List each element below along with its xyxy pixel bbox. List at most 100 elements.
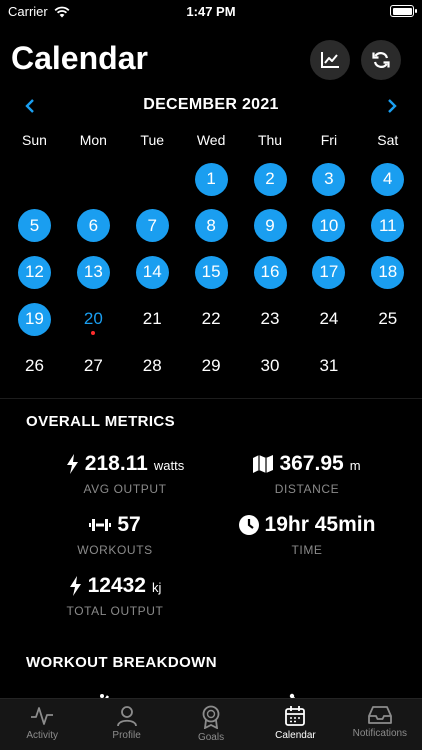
calendar-day[interactable]: 12	[5, 249, 64, 296]
tab-calendar[interactable]: Calendar	[253, 699, 337, 750]
calendar-day[interactable]: 4	[358, 156, 417, 203]
wifi-icon	[54, 6, 70, 17]
tab-label: Activity	[26, 730, 59, 741]
calendar-empty-cell	[5, 156, 64, 203]
day-number: 15	[194, 255, 228, 289]
workouts-value: 57	[117, 513, 141, 536]
day-number: 12	[17, 255, 51, 289]
chart-button[interactable]	[310, 40, 350, 80]
day-number: 13	[76, 255, 110, 289]
overall-metrics-title: OVERALL METRICS	[26, 413, 176, 430]
today-indicator-dot	[91, 331, 96, 336]
calendar-day[interactable]: 17	[299, 249, 358, 296]
calendar-day[interactable]: 29	[182, 342, 241, 389]
day-number: 8	[194, 209, 228, 243]
month-navigation: DECEMBER 2021	[0, 92, 422, 120]
weekday-label: Tue	[140, 132, 165, 148]
day-number: 26	[24, 355, 44, 375]
day-number: 22	[201, 309, 221, 329]
day-number: 7	[135, 209, 169, 243]
calendar-day[interactable]: 15	[182, 249, 241, 296]
day-number: 16	[253, 255, 287, 289]
month-label: DECEMBER 2021	[143, 96, 279, 113]
calendar-day[interactable]: 3	[299, 156, 358, 203]
calendar-day[interactable]: 19	[5, 296, 64, 343]
distance-unit: m	[349, 458, 361, 473]
status-time: 1:47 PM	[186, 4, 236, 19]
workout-breakdown-title: WORKOUT BREAKDOWN	[26, 654, 217, 671]
weekday-label: Sat	[377, 132, 399, 148]
day-number: 23	[260, 309, 280, 329]
calendar-day[interactable]: 26	[5, 342, 64, 389]
calendar-day[interactable]: 2	[241, 156, 300, 203]
tab-profile[interactable]: Profile	[84, 699, 168, 750]
calendar-day[interactable]: 6	[64, 203, 123, 250]
battery-icon	[390, 5, 417, 17]
day-number: 21	[142, 309, 162, 329]
calendar-day[interactable]: 8	[182, 203, 241, 250]
carrier-info: Carrier	[8, 4, 70, 19]
time-metric: 19hr 45min TIME	[222, 513, 392, 557]
dumbbell-icon	[89, 519, 112, 531]
calendar-empty-cell	[123, 156, 182, 203]
tab-activity[interactable]: Activity	[0, 699, 84, 750]
tab-label: Profile	[112, 730, 141, 741]
weekday-label: Wed	[196, 132, 226, 148]
weekday-label: Fri	[320, 132, 338, 148]
calendar-day[interactable]: 11	[358, 203, 417, 250]
calendar-day[interactable]: 23	[241, 296, 300, 343]
calendar-day[interactable]: 10	[299, 203, 358, 250]
carrier-label: Carrier	[8, 4, 48, 19]
day-number: 28	[142, 355, 162, 375]
day-number: 6	[76, 209, 110, 243]
calendar-day[interactable]: 13	[64, 249, 123, 296]
calendar-day[interactable]: 22	[182, 296, 241, 343]
day-number: 19	[17, 302, 51, 336]
total-output-metric: 12432 kj TOTAL OUTPUT	[40, 574, 190, 618]
tab-label: Calendar	[275, 730, 316, 741]
tab-goals[interactable]: Goals	[169, 699, 253, 750]
workouts-metric: 57 WORKOUTS	[40, 513, 190, 557]
previous-month-button[interactable]	[16, 92, 44, 120]
calendar-day[interactable]: 18	[358, 249, 417, 296]
calendar-day[interactable]: 28	[123, 342, 182, 389]
calendar-day[interactable]: 1	[182, 156, 241, 203]
calendar-day[interactable]: 30	[241, 342, 300, 389]
award-icon	[202, 705, 220, 729]
day-number: 31	[319, 355, 339, 375]
distance-value: 367.95	[279, 452, 344, 475]
total-output-unit: kj	[152, 580, 162, 595]
refresh-button[interactable]	[361, 40, 401, 80]
tab-notifications[interactable]: Notifications	[338, 699, 422, 750]
chevron-right-icon	[388, 99, 397, 113]
tab-bar: Activity Profile Goals Calendar Notifica…	[0, 698, 422, 750]
calendar-day[interactable]: 31	[299, 342, 358, 389]
day-number: 20	[83, 309, 103, 329]
calendar-day[interactable]: 20	[64, 296, 123, 343]
calendar-day[interactable]: 27	[64, 342, 123, 389]
day-number: 1	[194, 162, 228, 196]
lightning-icon	[69, 576, 81, 596]
next-month-button[interactable]	[378, 92, 406, 120]
calendar-day[interactable]: 24	[299, 296, 358, 343]
map-icon	[253, 455, 274, 473]
calendar-day[interactable]: 25	[358, 296, 417, 343]
weekday-label: Thu	[257, 132, 283, 148]
chevron-left-icon	[25, 99, 34, 113]
time-value: 19hr 45min	[264, 513, 376, 536]
calendar-day[interactable]: 5	[5, 203, 64, 250]
calendar-day[interactable]: 9	[241, 203, 300, 250]
day-number: 14	[135, 255, 169, 289]
lightning-icon	[66, 454, 78, 474]
time-caption: TIME	[291, 543, 323, 557]
calendar-day[interactable]: 16	[241, 249, 300, 296]
calendar-day[interactable]: 7	[123, 203, 182, 250]
day-number: 10	[312, 209, 346, 243]
inbox-icon	[367, 706, 392, 724]
tab-label: Notifications	[352, 728, 408, 739]
total-output-caption: TOTAL OUTPUT	[66, 604, 164, 618]
calendar-day[interactable]: 21	[123, 296, 182, 343]
calendar-empty-cell	[64, 156, 123, 203]
calendar-day[interactable]: 14	[123, 249, 182, 296]
distance-caption: DISTANCE	[274, 482, 340, 496]
